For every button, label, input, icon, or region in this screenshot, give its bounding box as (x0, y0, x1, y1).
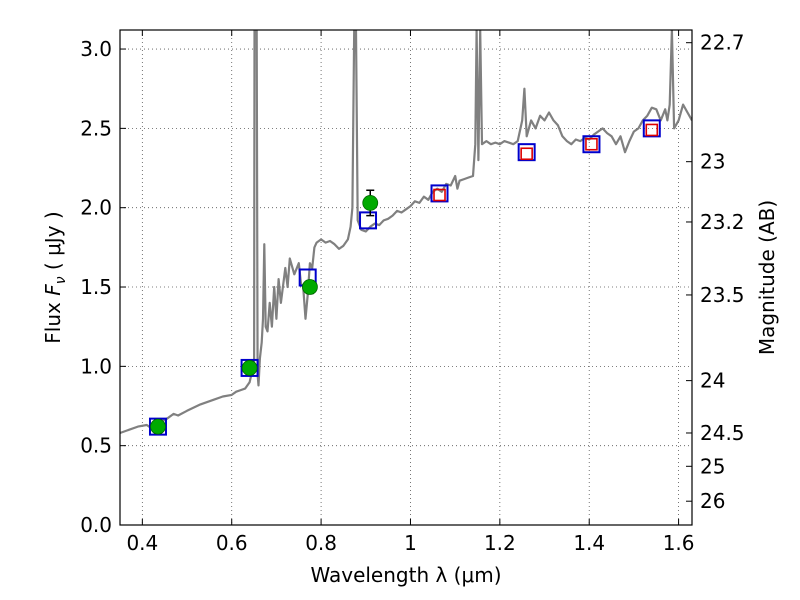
y2-tick-label: 22.7 (700, 31, 745, 55)
model-box-marker (517, 143, 536, 162)
ir-box-marker (520, 147, 533, 161)
y-tick-label: 0.5 (80, 434, 112, 458)
x-tick-label: 0.8 (305, 531, 337, 555)
y2-tick-label: 26 (700, 489, 725, 513)
x-tick-label: 0.6 (216, 531, 248, 555)
y2-tick-label: 23 (700, 150, 725, 174)
y2-tick-label: 24.5 (700, 421, 745, 445)
axis-ticks: 0.4 0.6 0.8 1 1.2 1.4 1.6 0.0 0.5 1.0 1.5 2.0 2.5 3.0… (80, 30, 745, 555)
model-box-marker (148, 417, 167, 436)
y-tick-label: 3.0 (80, 37, 112, 61)
x-tick-label: 0.4 (126, 531, 158, 555)
y-tick-label: 2.0 (80, 196, 112, 220)
y2-tick-label: 23.2 (700, 210, 745, 234)
y-tick-label: 1.5 (80, 275, 112, 299)
observed-point (302, 279, 318, 295)
y-axis-label: Flux Fν ( μJy ) (41, 211, 69, 343)
model-box-marker (359, 211, 378, 230)
y2-axis-label: Magnitude (AB) (755, 200, 779, 355)
x-axis-label: Wavelength λ (μm) (310, 563, 501, 587)
observed-point (241, 360, 258, 376)
x-tick-label: 1.6 (663, 531, 695, 555)
plot-frame (119, 29, 693, 526)
x-tick-label: 1.2 (484, 531, 516, 555)
y-tick-label: 0.0 (80, 513, 112, 537)
spectrum-line (120, 30, 692, 435)
y2-tick-label: 24 (700, 369, 725, 393)
y-tick-label: 2.5 (80, 116, 112, 140)
x-tick-label: 1 (404, 531, 417, 555)
x-tick-label: 1.4 (573, 531, 605, 555)
model-box-marker (240, 358, 259, 377)
grid (120, 30, 692, 526)
y-tick-label: 1.0 (80, 354, 112, 378)
observed-point (362, 195, 379, 211)
ir-box-marker (645, 123, 659, 137)
model-box-marker (642, 119, 661, 138)
y2-tick-label: 25 (700, 454, 725, 478)
plot-area (120, 30, 692, 436)
ir-box-marker (585, 137, 598, 151)
ir-box-marker (433, 188, 446, 202)
model-box-marker (430, 184, 449, 203)
observed-point (150, 418, 166, 435)
model-box-marker (582, 135, 601, 154)
y2-tick-label: 23.5 (700, 283, 745, 307)
